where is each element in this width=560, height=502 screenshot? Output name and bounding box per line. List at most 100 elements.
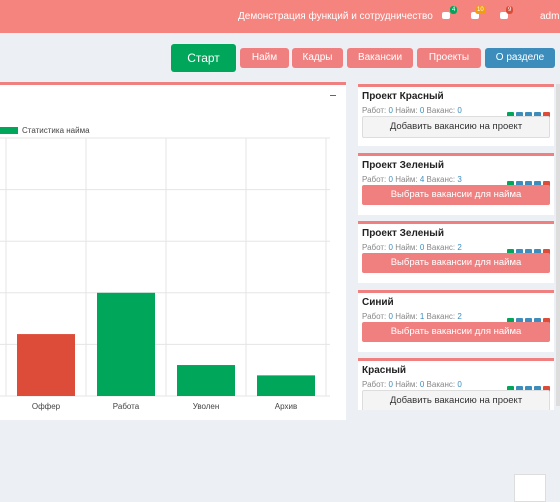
project-card: Синий Работ: 0 Найм: 1 Ваканс: 2 Выбрать … — [358, 290, 554, 352]
start-button[interactable]: Старт — [171, 44, 236, 72]
project-stats: Работ: 0 Найм: 0 Ваканс: 0 — [362, 106, 462, 115]
x-tick-label: Оффер — [32, 402, 61, 411]
icon-button[interactable] — [525, 112, 532, 119]
icon-button[interactable] — [534, 318, 541, 325]
icon-button[interactable] — [534, 112, 541, 119]
icon-button[interactable] — [525, 386, 532, 393]
project-icons — [505, 175, 550, 193]
stat-label: Найм: — [395, 243, 418, 252]
stat-value: 0 — [388, 380, 393, 389]
icon-button[interactable] — [507, 181, 514, 188]
bar — [17, 334, 75, 396]
project-action[interactable]: Выбрать вакансии для найма — [362, 253, 550, 273]
stat-label: Работ: — [362, 106, 387, 115]
stat-label: Ваканс: — [426, 175, 456, 184]
nav-button[interactable]: О разделе — [485, 48, 555, 68]
icon-button[interactable] — [543, 386, 550, 393]
nav-button[interactable]: Кадры — [292, 48, 343, 68]
stat-value: 0 — [388, 106, 393, 115]
project-title: Проект Зеленый — [362, 160, 444, 171]
icon-button[interactable] — [543, 112, 550, 119]
icon-button[interactable] — [525, 181, 532, 188]
nav-button[interactable]: Вакансии — [347, 48, 413, 68]
project-stats: Работ: 0 Найм: 0 Ваканс: 2 — [362, 243, 462, 252]
bar — [97, 292, 155, 396]
stat-label: Найм: — [395, 312, 418, 321]
chat-icon[interactable] — [442, 12, 450, 19]
icon-button[interactable] — [534, 386, 541, 393]
badge: 10 — [475, 6, 486, 14]
stat-value: 0 — [457, 380, 462, 389]
project-title: Проект Красный — [362, 91, 444, 102]
icon-button[interactable] — [543, 249, 550, 256]
collapse-button[interactable] — [330, 95, 336, 96]
icon-button[interactable] — [507, 318, 514, 325]
stat-label: Работ: — [362, 243, 387, 252]
project-card: Проект Красный Работ: 0 Найм: 0 Ваканс: 0… — [358, 84, 554, 146]
project-card: Проект Зеленый Работ: 0 Найм: 4 Ваканс: 3… — [358, 153, 554, 215]
stat-value: 0 — [419, 380, 425, 389]
demo-link[interactable]: Демонстрация функций и сотрудничество — [238, 11, 433, 22]
stat-label: Ваканс: — [426, 243, 456, 252]
icon-button[interactable] — [507, 112, 514, 119]
stat-value: 2 — [457, 243, 462, 252]
icon-button[interactable] — [507, 249, 514, 256]
icon-button[interactable] — [534, 249, 541, 256]
icon-button[interactable] — [525, 318, 532, 325]
project-icons — [505, 106, 550, 124]
stat-label: Найм: — [395, 175, 418, 184]
icon-button[interactable] — [507, 386, 514, 393]
badge: 4 — [450, 6, 458, 14]
icon-button[interactable] — [543, 181, 550, 188]
project-icons — [505, 243, 550, 261]
icon-button[interactable] — [516, 181, 523, 188]
bar — [257, 375, 315, 396]
chart-panel: Статистика найма Оффер Работа Уволен Архив — [0, 82, 346, 420]
stat-value: 0 — [457, 106, 462, 115]
icon-button[interactable] — [543, 318, 550, 325]
stat-label: Найм: — [395, 380, 418, 389]
stat-label: Работ: — [362, 312, 387, 321]
top-bar: Демонстрация функций и сотрудничество 4 … — [0, 0, 560, 33]
nav-button[interactable]: Найм — [240, 48, 289, 68]
icon-button[interactable] — [534, 181, 541, 188]
project-action[interactable]: Выбрать вакансии для найма — [362, 322, 550, 342]
project-action[interactable]: Выбрать вакансии для найма — [362, 185, 550, 205]
icon-button[interactable] — [516, 249, 523, 256]
scrollbar[interactable] — [556, 84, 560, 406]
project-icons — [505, 312, 550, 330]
x-tick-label: Уволен — [193, 402, 220, 411]
stat-label: Ваканс: — [426, 106, 456, 115]
icon-button[interactable] — [516, 318, 523, 325]
projects-column: Проект Красный Работ: 0 Найм: 0 Ваканс: 0… — [356, 82, 556, 410]
user-name[interactable]: admi — [540, 11, 560, 22]
icon-button[interactable] — [525, 249, 532, 256]
stat-value: 0 — [388, 243, 393, 252]
stat-value: 0 — [419, 106, 425, 115]
legend-swatch — [0, 127, 18, 134]
tasks-icon[interactable] — [500, 12, 508, 19]
stat-label: Ваканс: — [426, 380, 456, 389]
stat-label: Ваканс: — [426, 312, 456, 321]
stat-value: 1 — [419, 312, 425, 321]
stat-label: Работ: — [362, 380, 387, 389]
bell-icon[interactable] — [471, 12, 479, 19]
stat-label: Найм: — [395, 106, 418, 115]
nav-button[interactable]: Проекты — [417, 48, 481, 68]
icon-button[interactable] — [516, 386, 523, 393]
project-title: Проект Зеленый — [362, 228, 444, 239]
project-action[interactable]: Добавить вакансию на проект — [362, 116, 550, 138]
chart: Статистика найма Оффер Работа Уволен Архив — [0, 126, 330, 411]
logo — [514, 474, 546, 502]
project-stats: Работ: 0 Найм: 0 Ваканс: 0 — [362, 380, 462, 389]
project-title: Синий — [362, 297, 394, 308]
x-tick-label: Работа — [113, 402, 140, 411]
x-tick-label: Архив — [275, 402, 297, 411]
project-card: Красный Работ: 0 Найм: 0 Ваканс: 0 Добави… — [358, 358, 554, 410]
project-action[interactable]: Добавить вакансию на проект — [362, 390, 550, 410]
stat-label: Работ: — [362, 175, 387, 184]
stat-value: 2 — [457, 312, 462, 321]
stat-value: 3 — [457, 175, 462, 184]
icon-button[interactable] — [516, 112, 523, 119]
